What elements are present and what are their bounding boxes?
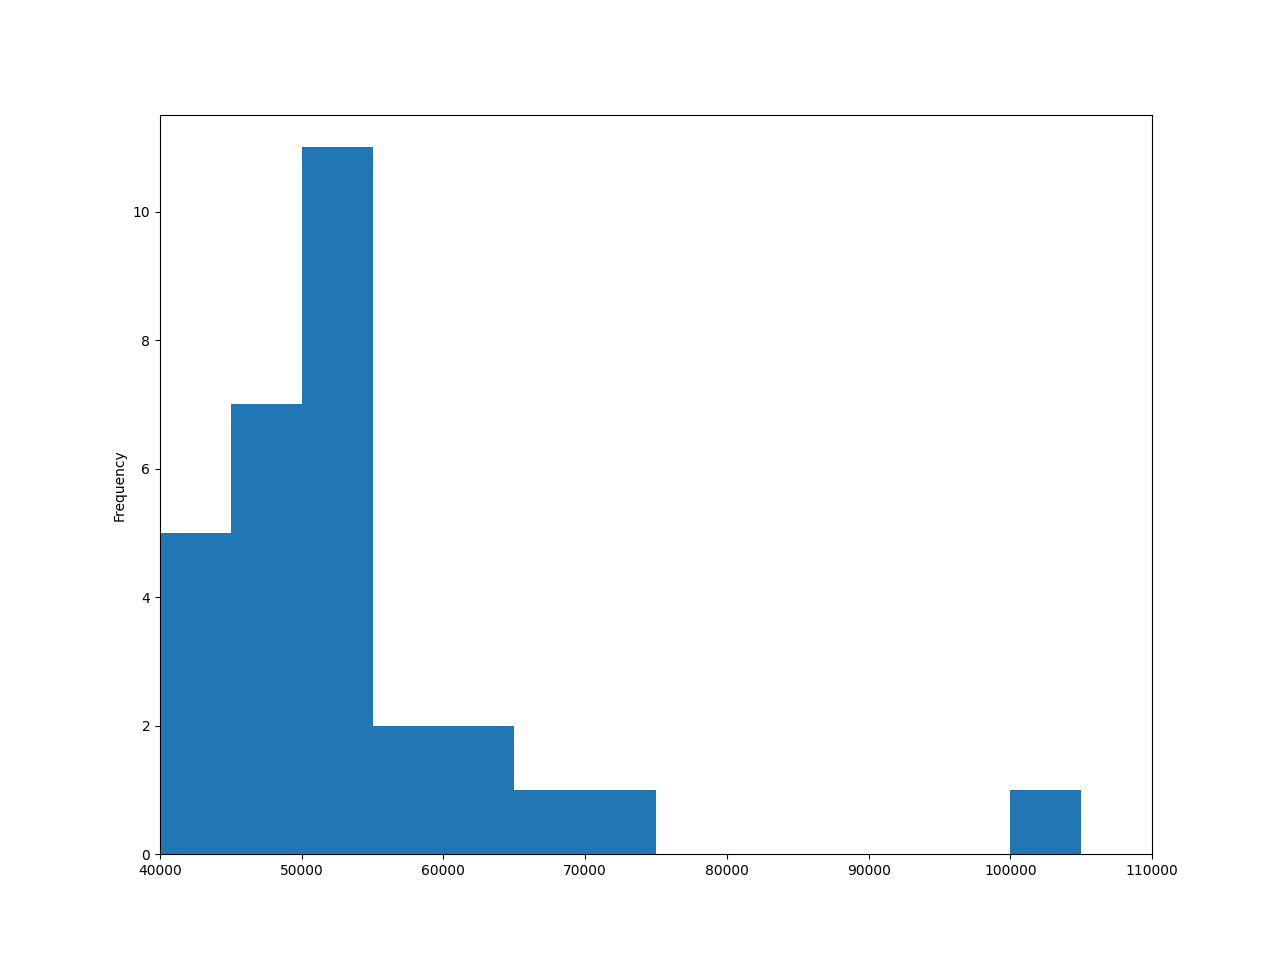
Bar [443,726,515,854]
Bar [230,404,302,854]
Y-axis label: Frequency: Frequency [113,449,127,520]
Bar [160,533,230,854]
Bar [372,726,443,854]
Bar [302,147,372,854]
Bar [585,790,657,854]
Bar [1010,790,1082,854]
Bar [515,790,585,854]
